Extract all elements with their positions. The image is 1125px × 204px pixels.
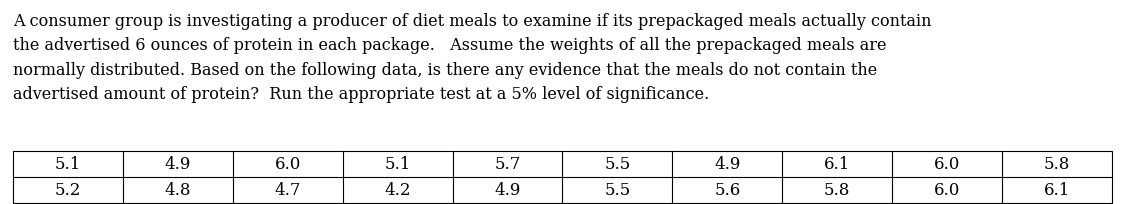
Text: 5.8: 5.8 [1044, 155, 1070, 172]
Text: 5.1: 5.1 [55, 155, 81, 172]
Text: A consumer group is investigating a producer of diet meals to examine if its pre: A consumer group is investigating a prod… [14, 13, 931, 30]
Text: the advertised 6 ounces of protein in each package.   Assume the weights of all : the advertised 6 ounces of protein in ea… [14, 37, 886, 54]
Text: 6.0: 6.0 [934, 181, 961, 198]
Text: 6.1: 6.1 [1044, 181, 1070, 198]
Text: 6.0: 6.0 [934, 155, 961, 172]
Text: 4.9: 4.9 [164, 155, 191, 172]
Text: normally distributed. Based on the following data, is there any evidence that th: normally distributed. Based on the follo… [14, 62, 878, 79]
Text: 5.6: 5.6 [714, 181, 740, 198]
Text: 4.7: 4.7 [274, 181, 302, 198]
Text: 6.1: 6.1 [824, 155, 850, 172]
Text: 4.2: 4.2 [385, 181, 411, 198]
Text: 5.2: 5.2 [55, 181, 81, 198]
Text: 6.0: 6.0 [274, 155, 300, 172]
Text: 4.9: 4.9 [714, 155, 740, 172]
Text: 4.9: 4.9 [494, 181, 521, 198]
Text: 5.5: 5.5 [604, 181, 631, 198]
Bar [14, 151, 1112, 203]
Text: 5.7: 5.7 [494, 155, 521, 172]
Text: 5.5: 5.5 [604, 155, 631, 172]
Text: advertised amount of protein?  Run the appropriate test at a 5% level of signifi: advertised amount of protein? Run the ap… [14, 86, 709, 103]
Text: 5.1: 5.1 [385, 155, 411, 172]
Text: 5.8: 5.8 [824, 181, 850, 198]
Text: 4.8: 4.8 [164, 181, 191, 198]
